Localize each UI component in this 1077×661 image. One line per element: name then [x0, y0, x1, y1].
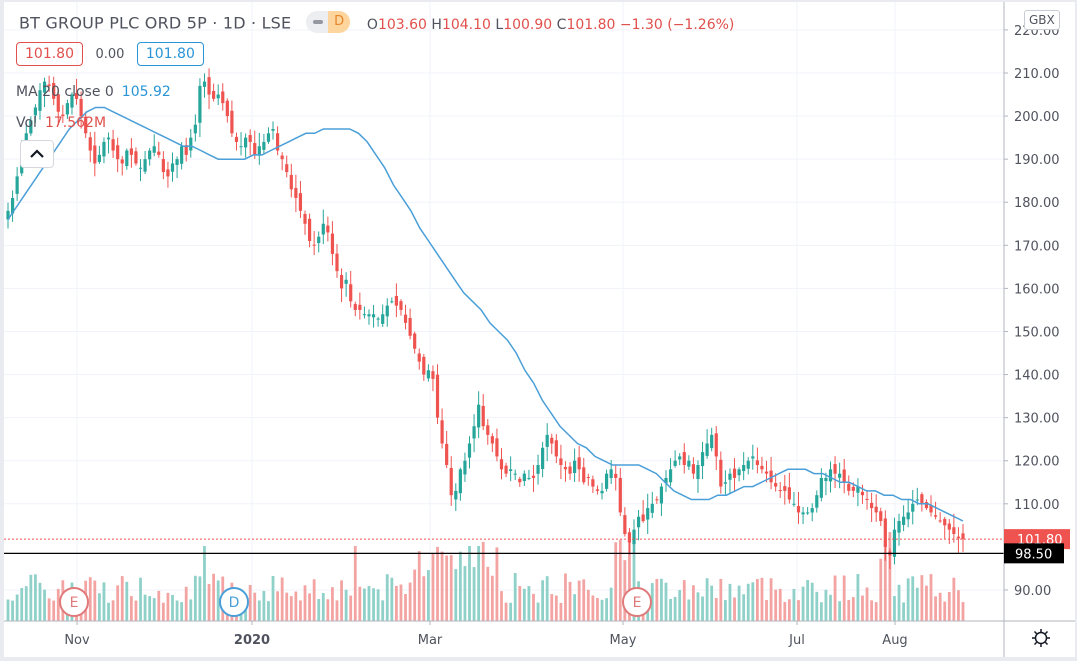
price-tick-label: 160.00	[1014, 282, 1060, 297]
high-label: H	[431, 16, 442, 33]
price-tick-label: 210.00	[1014, 67, 1060, 82]
price-tick-label: 110.00	[1014, 498, 1060, 513]
chart-legend: BT GROUP PLC ORD 5P · 1D · LSE D O103.60…	[19, 11, 734, 35]
low-value: 100.90	[503, 16, 553, 33]
buy-price-box[interactable]: 101.80	[136, 42, 204, 66]
price-tick-label: 130.00	[1014, 412, 1060, 427]
earnings-event-icon[interactable]: E	[622, 587, 652, 617]
bid-ask-row: 101.80 0.00 101.80	[16, 42, 212, 66]
sell-price-box[interactable]: 101.80	[16, 42, 83, 66]
time-tick-label: Jul	[788, 633, 805, 648]
chart-frame: 220.00 210.00 200.00 190.00 180.00 170.00 160.…	[4, 2, 1075, 657]
price-tick-label: 170.00	[1014, 239, 1060, 254]
minimize-icon	[313, 20, 324, 24]
earnings-event-icon[interactable]: E	[59, 587, 89, 617]
low-label: L	[495, 16, 504, 33]
price-tick-label: 140.00	[1014, 369, 1060, 384]
ma-label: MA 20 close 0	[16, 84, 114, 100]
time-tick-label: May	[610, 633, 637, 648]
volume-legend[interactable]: Vol 17.562M	[16, 115, 106, 131]
svg-text:98.50: 98.50	[1015, 547, 1052, 562]
spread-value: 0.00	[95, 47, 125, 62]
svg-text:D: D	[229, 595, 240, 611]
price-tick-label: 120.00	[1014, 455, 1060, 470]
price-tick-label: 190.00	[1014, 153, 1060, 168]
ma-legend[interactable]: MA 20 close 0 105.92	[16, 84, 171, 100]
chart-canvas[interactable]: 220.00210.00200.00190.00180.00170.00160.…	[4, 2, 1075, 657]
svg-text:E: E	[70, 595, 79, 611]
time-tick-label: 2020	[234, 633, 270, 648]
volume-label: Vol	[16, 115, 37, 131]
price-tick-label: 180.00	[1014, 196, 1060, 211]
time-tick-label: Mar	[418, 633, 443, 648]
interval-pill[interactable]: D	[306, 11, 351, 33]
ma-value: 105.92	[121, 84, 171, 100]
price-tick-label: 90.00	[1014, 584, 1051, 599]
change-value: −1.30 (−1.26%)	[619, 16, 735, 33]
high-value: 104.10	[441, 16, 491, 33]
open-label: O	[366, 16, 378, 33]
volume-value: 17.562M	[44, 115, 107, 131]
ohlc-values: O103.60 H104.10 L100.90 C101.80 −1.30 (−…	[367, 17, 734, 33]
settings-gear-icon[interactable]	[1031, 628, 1051, 648]
symbol-title[interactable]: BT GROUP PLC ORD 5P · 1D · LSE	[19, 13, 292, 33]
open-value: 103.60	[377, 16, 427, 33]
currency-badge[interactable]: GBX	[1024, 10, 1060, 30]
collapse-legend-button[interactable]	[20, 140, 54, 168]
price-tick-label: 200.00	[1014, 110, 1060, 125]
close-value: 101.80	[566, 16, 616, 33]
time-tick-label: Aug	[882, 633, 907, 648]
close-label: C	[556, 16, 567, 33]
dividend-event-icon[interactable]: D	[219, 587, 249, 617]
interval-badge: D	[328, 11, 351, 33]
svg-text:E: E	[633, 595, 642, 611]
crosshair-price-tag	[1004, 543, 1064, 564]
time-tick-label: Nov	[64, 633, 90, 648]
price-tick-label: 150.00	[1014, 325, 1060, 340]
chevron-up-icon	[30, 149, 44, 158]
